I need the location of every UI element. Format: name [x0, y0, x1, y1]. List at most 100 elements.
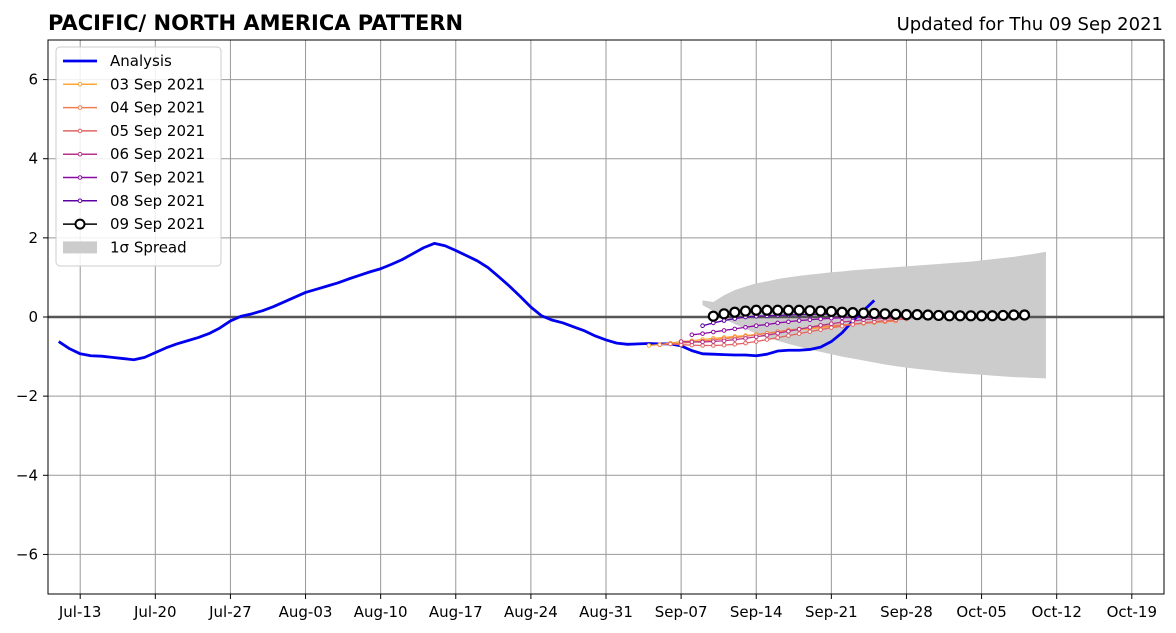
forecast-point — [753, 334, 759, 340]
legend-box — [55, 46, 222, 267]
forecast-line-4 — [691, 314, 918, 336]
x-tick-label: Aug-03 — [279, 603, 333, 621]
forecast-point — [721, 338, 727, 344]
x-tick-label: Jul-20 — [133, 603, 177, 621]
forecast-point — [718, 308, 730, 320]
legend-marker — [77, 198, 83, 204]
forecast-point — [700, 343, 705, 348]
y-tick-label: 4 — [28, 150, 38, 168]
analysis-line — [57, 241, 876, 362]
forecast-point — [753, 339, 759, 344]
x-axis-ticks: Jul-13 Jul-20 Jul-27 Aug-03 Aug-10 Aug-17 Aug-… — [58, 594, 1157, 621]
x-tick-label: Aug-31 — [579, 603, 633, 621]
forecast-point — [761, 304, 773, 316]
forecast-point — [743, 324, 748, 330]
forecast-point — [739, 305, 752, 317]
forecast-point — [796, 318, 802, 323]
forecast-point — [954, 310, 966, 322]
x-tick-label: Aug-10 — [354, 603, 408, 621]
forecast-point — [732, 326, 738, 332]
legend-entry: 08 Sep 2021 — [63, 192, 205, 210]
x-tick-label: Oct-12 — [1031, 603, 1081, 621]
forecast-point — [646, 343, 652, 348]
forecast-point — [807, 317, 813, 323]
legend-marker — [77, 175, 83, 180]
legend-label: 07 Sep 2021 — [110, 169, 205, 187]
chart-title: PACIFIC/ NORTH AMERICA PATTERN — [48, 11, 463, 35]
forecast-point — [850, 318, 856, 324]
x-tick-label: Jul-27 — [208, 603, 252, 621]
forecast-point — [793, 304, 805, 316]
legend-label: 1σ Spread — [110, 238, 187, 256]
forecast-point — [818, 327, 823, 332]
forecast-point — [786, 328, 791, 334]
forecast-point — [711, 339, 716, 344]
forecast-point — [796, 331, 802, 336]
forecast-point — [786, 333, 791, 338]
forecast-point — [804, 305, 816, 317]
forecast-point — [711, 329, 716, 335]
forecast-point — [847, 307, 859, 319]
y-tick-label: 0 — [28, 308, 38, 326]
x-tick-label: Sep-21 — [805, 603, 858, 621]
forecast-point — [732, 337, 738, 342]
forecast-point — [772, 304, 784, 316]
forecast-point — [753, 323, 759, 329]
forecast-point — [700, 323, 705, 329]
y-tick-label: −2 — [16, 387, 38, 405]
legend-marker — [77, 105, 83, 110]
legend-label: 05 Sep 2021 — [110, 122, 205, 140]
legend-swatch — [63, 241, 97, 254]
legend-label: 09 Sep 2021 — [110, 215, 205, 233]
forecast-point — [807, 329, 813, 334]
forecast-point — [900, 309, 913, 321]
forecast-point — [922, 309, 934, 321]
forecast-point — [729, 306, 741, 318]
y-tick-label: −4 — [16, 466, 38, 484]
forecast-point — [879, 308, 891, 320]
forecast-point — [764, 337, 770, 342]
forecast-point — [775, 320, 780, 326]
legend-label: 08 Sep 2021 — [110, 192, 205, 210]
forecast-point — [711, 343, 716, 348]
forecast-point — [829, 325, 834, 330]
forecast-point — [668, 341, 673, 347]
x-tick-label: Aug-17 — [429, 603, 483, 621]
x-tick-label: Oct-05 — [956, 603, 1006, 621]
legend-entry: 07 Sep 2021 — [63, 169, 205, 187]
forecast-point — [986, 310, 998, 322]
forecast-point — [700, 331, 705, 336]
y-tick-label: −6 — [16, 545, 38, 563]
forecast-point — [911, 309, 923, 321]
y-tick-label: 2 — [28, 229, 38, 247]
legend-entry: 04 Sep 2021 — [63, 99, 205, 117]
forecast-point — [700, 339, 705, 345]
legend: Analysis 03 Sep 2021 04 Sep 2021 05 Sep 202… — [55, 46, 222, 267]
legend-label: 04 Sep 2021 — [110, 99, 205, 117]
forecast-point — [1018, 309, 1031, 321]
legend-entry: 06 Sep 2021 — [63, 145, 205, 163]
x-tick-label: Sep-14 — [730, 603, 783, 621]
legend-entry: 09 Sep 2021 — [63, 215, 205, 233]
forecast-point — [857, 307, 870, 319]
forecast-point — [782, 304, 795, 316]
forecast-point — [732, 342, 738, 347]
forecast-series — [646, 304, 1031, 348]
forecast-point — [965, 310, 977, 322]
analysis-series — [57, 241, 876, 362]
forecast-point — [815, 305, 827, 317]
forecast-point — [1008, 309, 1020, 321]
legend-label: 06 Sep 2021 — [110, 145, 205, 163]
forecast-point — [829, 321, 834, 327]
forecast-point — [743, 340, 748, 346]
forecast-point — [689, 332, 695, 338]
forecast-point — [657, 342, 662, 348]
forecast-point — [689, 339, 695, 345]
legend-label: 03 Sep 2021 — [110, 75, 205, 93]
y-axis-ticks: 6 4 2 0 −2 −4 −6 — [16, 71, 48, 563]
forecast-point — [707, 310, 719, 322]
chart-subtitle: Updated for Thu 09 Sep 2021 — [897, 14, 1163, 35]
forecast-point — [997, 309, 1009, 322]
legend-entry: 03 Sep 2021 — [63, 75, 205, 93]
x-tick-label: Sep-28 — [880, 603, 933, 621]
